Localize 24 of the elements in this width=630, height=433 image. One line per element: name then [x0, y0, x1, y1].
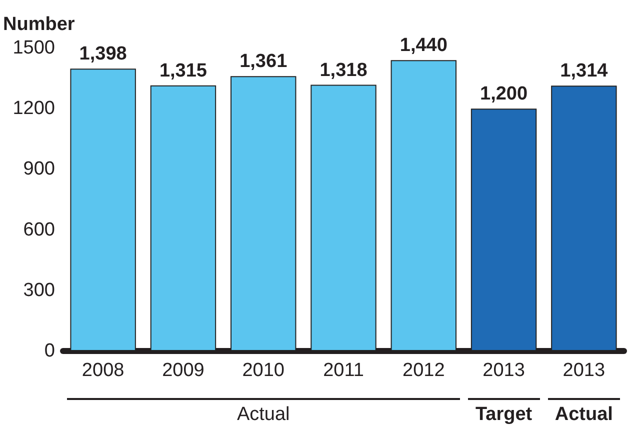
y-tick-label: 1500 — [12, 38, 55, 58]
x-tick-label: 2011 — [323, 360, 364, 381]
text: Actual — [236, 404, 291, 426]
data-label: 1,315 — [159, 60, 208, 82]
data-label: 1,440 — [400, 35, 448, 56]
y-tick-label: 0 — [44, 340, 55, 362]
data-label: 1,200 — [480, 84, 528, 105]
data-label: 1,398 — [79, 44, 127, 65]
y-tick-label: 600 — [23, 219, 55, 240]
text: Target — [474, 404, 534, 426]
data-label: 1,314 — [560, 60, 608, 82]
x-tick-label: 2013 — [562, 360, 606, 381]
y-tick-label: 900 — [23, 158, 55, 180]
x-tick-label: 2010 — [242, 360, 284, 381]
x-tick-label: 2012 — [402, 360, 445, 381]
text: Actual — [554, 404, 614, 426]
y-axis-title: Number — [3, 14, 76, 35]
x-tick-label: 2013 — [482, 360, 525, 381]
y-tick-label: 1200 — [12, 98, 55, 120]
x-tick-label: 2009 — [162, 360, 204, 381]
x-tick-label: 2008 — [82, 360, 124, 381]
data-label: 1,361 — [240, 51, 288, 72]
data-label: 1,318 — [320, 60, 368, 81]
y-tick-label: 300 — [23, 280, 55, 301]
